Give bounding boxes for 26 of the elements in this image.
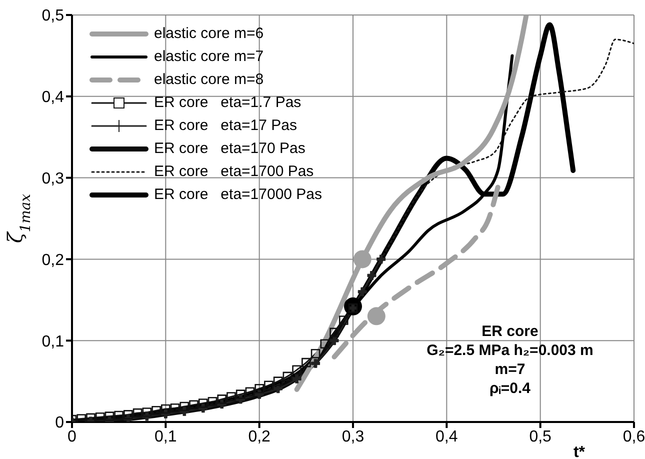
y-tick-label: 0,2 (42, 252, 64, 269)
y-tick-label: 0,3 (42, 170, 64, 188)
y-tick-label: 0,4 (42, 89, 64, 106)
x-tick-label: 0,1 (154, 428, 177, 446)
annotation: ρᵢ=0.4 (488, 379, 532, 398)
y-tick-label: 0,1 (42, 333, 64, 350)
legend-label: elastic core m=7 (154, 47, 264, 67)
annotation: m=7 (494, 360, 526, 379)
annotation: ER core (480, 322, 540, 341)
x-tick-label: 0,3 (342, 428, 364, 446)
legend-label: ER core eta=1.7 Pas (154, 93, 302, 113)
x-tick-label: 0,5 (529, 428, 552, 446)
legend-label: ER core eta=17 Pas (154, 116, 297, 136)
legend-label: ER core eta=1700 Pas (154, 162, 314, 182)
legend-label: ER core eta=17000 Pas (154, 185, 322, 205)
legend-label: elastic core m=6 (154, 24, 264, 44)
x-tick-label: 0,4 (436, 428, 458, 446)
x-tick-label: 0,2 (248, 428, 271, 446)
legend-label: ER core eta=170 Pas (154, 139, 306, 159)
x-tick-label: 0,6 (622, 428, 645, 446)
legend-label: elastic core m=8 (154, 70, 264, 90)
y-tick-label: 0,5 (42, 8, 64, 25)
annotation: G₂=2.5 MPa h₂=0.003 m (426, 341, 594, 360)
x-axis-title: t* (573, 444, 586, 459)
y-tick-label: 0 (55, 414, 64, 432)
x-tick-label: 0 (68, 428, 77, 446)
